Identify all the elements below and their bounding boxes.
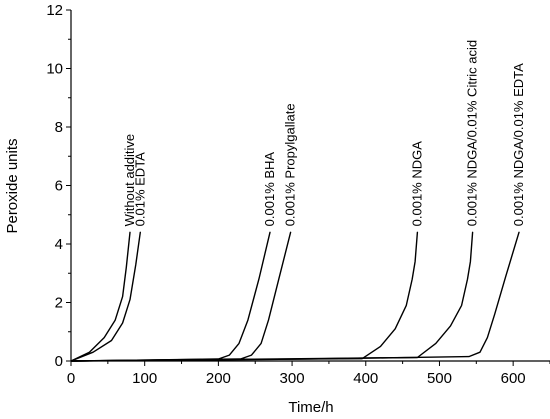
y-axis-label: Peroxide units — [4, 138, 21, 233]
x-tick-label: 100 — [132, 370, 157, 387]
x-tick-label: 400 — [353, 370, 378, 387]
y-tick-label: 4 — [55, 236, 63, 253]
series-label: 0.01% EDTA — [132, 152, 147, 227]
x-tick-label: 600 — [501, 370, 526, 387]
series-label: 0.001% NDGA/0.01% Citric acid — [465, 40, 480, 226]
y-tick-label: 8 — [55, 119, 63, 136]
y-tick-label: 10 — [46, 61, 63, 78]
y-tick-label: 6 — [55, 178, 63, 195]
x-axis-label: Time/h — [288, 399, 333, 416]
series-label: 0.001% NDGA — [409, 141, 424, 227]
x-tick-label: 0 — [67, 370, 75, 387]
x-tick-label: 200 — [206, 370, 231, 387]
series-line — [70, 231, 474, 362]
series-line — [70, 231, 131, 362]
series-lines — [70, 231, 520, 362]
y-tick-label: 2 — [55, 295, 63, 312]
series-label: 0.001% NDGA/0.01% EDTA — [511, 63, 526, 226]
x-tick-label: 300 — [280, 370, 305, 387]
series-label: Without additive — [122, 134, 137, 227]
y-tick-label: 0 — [55, 353, 63, 370]
series-line — [70, 231, 141, 362]
x-tick-label: 500 — [427, 370, 452, 387]
series-label: 0.001% BHA — [262, 152, 277, 227]
series-label: 0.001% Propylgallate — [283, 103, 298, 226]
series-line — [70, 231, 292, 362]
y-tick-label: 12 — [46, 2, 63, 19]
series-line — [70, 231, 520, 362]
